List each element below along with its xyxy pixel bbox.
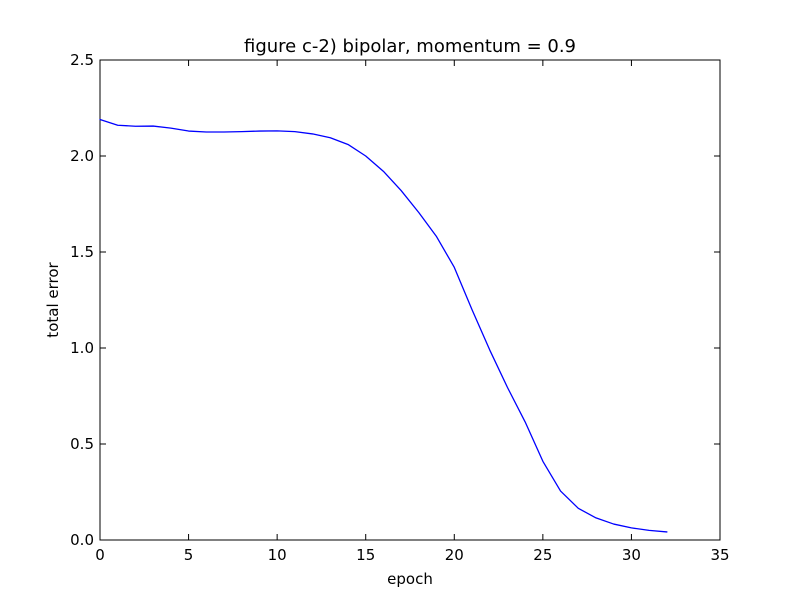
x-tick-label: 0 <box>95 546 105 564</box>
y-tick-label: 1.0 <box>70 339 94 357</box>
y-axis-label: total error <box>44 261 62 337</box>
y-tick-label: 2.5 <box>70 51 94 69</box>
series-line <box>99 118 668 533</box>
y-tick-label: 0.5 <box>70 435 94 453</box>
x-tick-label: 35 <box>710 546 729 564</box>
plot-area: 0 5 10 15 20 25 30 35 0.0 0.5 1.0 1.5 2.0 2.5 <box>70 51 729 564</box>
x-tick-label: 15 <box>356 546 375 564</box>
x-axis-label: epoch <box>387 570 433 588</box>
chart-title: figure c-2) bipolar, momentum = 0.9 <box>244 36 576 57</box>
x-tick-label: 10 <box>268 546 287 564</box>
y-tick-label: 2.0 <box>70 147 94 165</box>
y-tick-label: 0.0 <box>70 531 94 549</box>
ticks-layer: 0 5 10 15 20 25 30 35 0.0 0.5 1.0 1.5 2.0 2.5 <box>70 51 729 564</box>
y-tick-label: 1.5 <box>70 243 94 261</box>
x-tick-label: 30 <box>622 546 641 564</box>
plot-frame <box>99 59 721 541</box>
series-layer <box>99 118 668 533</box>
x-tick-label: 25 <box>533 546 552 564</box>
x-tick-label: 20 <box>445 546 464 564</box>
x-tick-label: 5 <box>184 546 194 564</box>
